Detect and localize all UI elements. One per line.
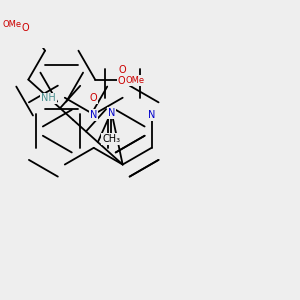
Text: OMe: OMe [2,20,21,29]
Text: NH: NH [41,94,56,103]
Text: O: O [22,23,29,33]
Text: O: O [118,76,125,85]
Text: CH₃: CH₃ [102,134,121,144]
Text: OMe: OMe [126,76,145,85]
Text: O: O [119,65,127,75]
Text: N: N [90,110,98,120]
Text: N: N [108,108,115,118]
Text: N: N [148,110,155,120]
Text: O: O [89,94,97,103]
